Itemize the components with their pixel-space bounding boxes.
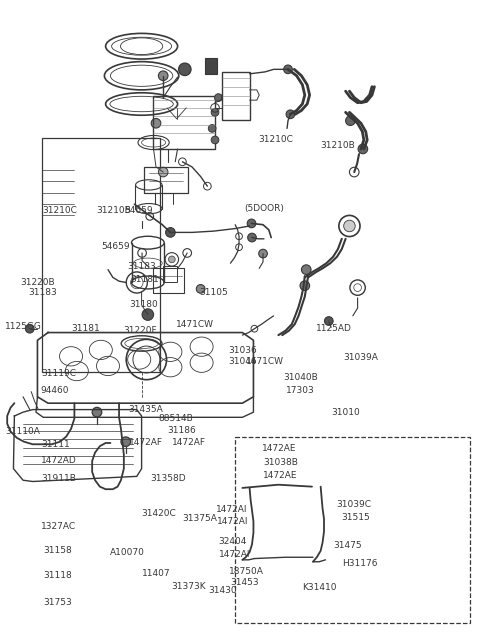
Text: 31220B: 31220B [21, 278, 55, 287]
Text: 31358D: 31358D [150, 474, 186, 483]
Circle shape [284, 65, 292, 74]
Text: 31210B: 31210B [321, 141, 355, 150]
Text: 31038B: 31038B [263, 458, 298, 467]
Circle shape [142, 309, 154, 320]
Text: (5DOOR): (5DOOR) [244, 204, 284, 213]
Text: H31176: H31176 [342, 559, 377, 568]
Circle shape [286, 110, 295, 119]
Bar [144, 167, 188, 193]
Text: 54659: 54659 [101, 242, 130, 251]
Circle shape [211, 136, 219, 144]
Bar [153, 268, 184, 293]
Circle shape [168, 256, 175, 263]
Text: 1472AI: 1472AI [219, 550, 251, 559]
Text: 54659: 54659 [124, 206, 153, 215]
Text: 31181: 31181 [71, 324, 100, 333]
Text: 1125GG: 1125GG [5, 322, 42, 331]
Circle shape [215, 94, 222, 101]
Text: 31220F: 31220F [123, 326, 156, 335]
Text: 31158: 31158 [43, 546, 72, 555]
Circle shape [25, 324, 34, 333]
Circle shape [179, 63, 191, 76]
Text: 31039C: 31039C [336, 500, 371, 509]
Text: 31046: 31046 [228, 357, 257, 366]
Text: 31105: 31105 [199, 288, 228, 297]
Circle shape [208, 125, 216, 132]
Text: 1327AC: 1327AC [41, 522, 76, 531]
Text: 1472AD: 1472AD [41, 456, 76, 465]
Text: 31210C: 31210C [42, 206, 77, 215]
Circle shape [247, 219, 256, 228]
Circle shape [92, 408, 102, 417]
Text: 31110A: 31110A [6, 427, 41, 436]
Text: 1472AF: 1472AF [172, 438, 206, 447]
Text: 31420C: 31420C [142, 509, 176, 518]
Text: 31039A: 31039A [344, 353, 379, 362]
Text: 31180: 31180 [130, 300, 158, 309]
Text: 94460: 94460 [41, 386, 69, 395]
Text: 31210C: 31210C [258, 135, 293, 144]
Text: 31183: 31183 [127, 262, 156, 271]
Circle shape [196, 284, 205, 293]
Text: K31410: K31410 [302, 583, 337, 592]
Text: 1472AI: 1472AI [217, 517, 249, 526]
Text: 1471CW: 1471CW [176, 320, 214, 329]
Text: 31210B: 31210B [96, 206, 131, 215]
Text: 31435A: 31435A [129, 405, 163, 414]
Circle shape [301, 265, 311, 274]
Text: A10070: A10070 [109, 548, 144, 557]
Text: 31118: 31118 [43, 571, 72, 580]
Text: 31430: 31430 [208, 586, 237, 595]
Text: 31040B: 31040B [283, 373, 318, 382]
Circle shape [158, 168, 168, 177]
Text: 32404: 32404 [218, 537, 247, 546]
Text: 31186: 31186 [167, 426, 196, 435]
Circle shape [344, 220, 355, 232]
Text: 1472AI: 1472AI [216, 505, 247, 514]
Circle shape [346, 116, 355, 125]
Text: 88514B: 88514B [158, 414, 193, 423]
Text: 11407: 11407 [142, 569, 171, 578]
Text: 1472AE: 1472AE [262, 444, 297, 453]
Bar [235, 437, 470, 623]
Text: 31475: 31475 [334, 541, 362, 550]
Circle shape [300, 281, 310, 290]
Text: 31036: 31036 [228, 346, 257, 355]
Bar [163, 266, 177, 282]
Circle shape [211, 108, 219, 116]
Text: 31111: 31111 [41, 440, 70, 449]
Text: 31753: 31753 [43, 598, 72, 607]
Bar [222, 72, 250, 120]
Circle shape [151, 119, 161, 128]
Circle shape [259, 249, 267, 258]
Text: 1472AE: 1472AE [263, 471, 298, 480]
Text: 31515: 31515 [342, 513, 371, 522]
Bar [153, 96, 215, 149]
Bar [205, 58, 217, 74]
Circle shape [358, 144, 368, 153]
Text: 31181: 31181 [131, 275, 159, 284]
Text: 18750A: 18750A [228, 567, 264, 576]
Circle shape [166, 228, 175, 237]
Text: 31373K: 31373K [171, 582, 205, 591]
Text: 31453: 31453 [230, 578, 259, 587]
Text: 1472AF: 1472AF [129, 438, 163, 447]
Circle shape [158, 71, 168, 80]
Text: 1125AD: 1125AD [316, 324, 352, 333]
Text: 17303: 17303 [286, 386, 315, 395]
Circle shape [324, 317, 333, 325]
Text: 31183: 31183 [28, 288, 57, 297]
Text: 31911B: 31911B [41, 474, 76, 483]
Bar [42, 138, 160, 372]
Circle shape [121, 437, 131, 446]
Circle shape [248, 233, 256, 242]
Text: 1471CW: 1471CW [246, 357, 284, 366]
Text: 31010: 31010 [331, 408, 360, 417]
Text: 31375A: 31375A [182, 514, 217, 523]
Text: 31119C: 31119C [41, 369, 76, 377]
